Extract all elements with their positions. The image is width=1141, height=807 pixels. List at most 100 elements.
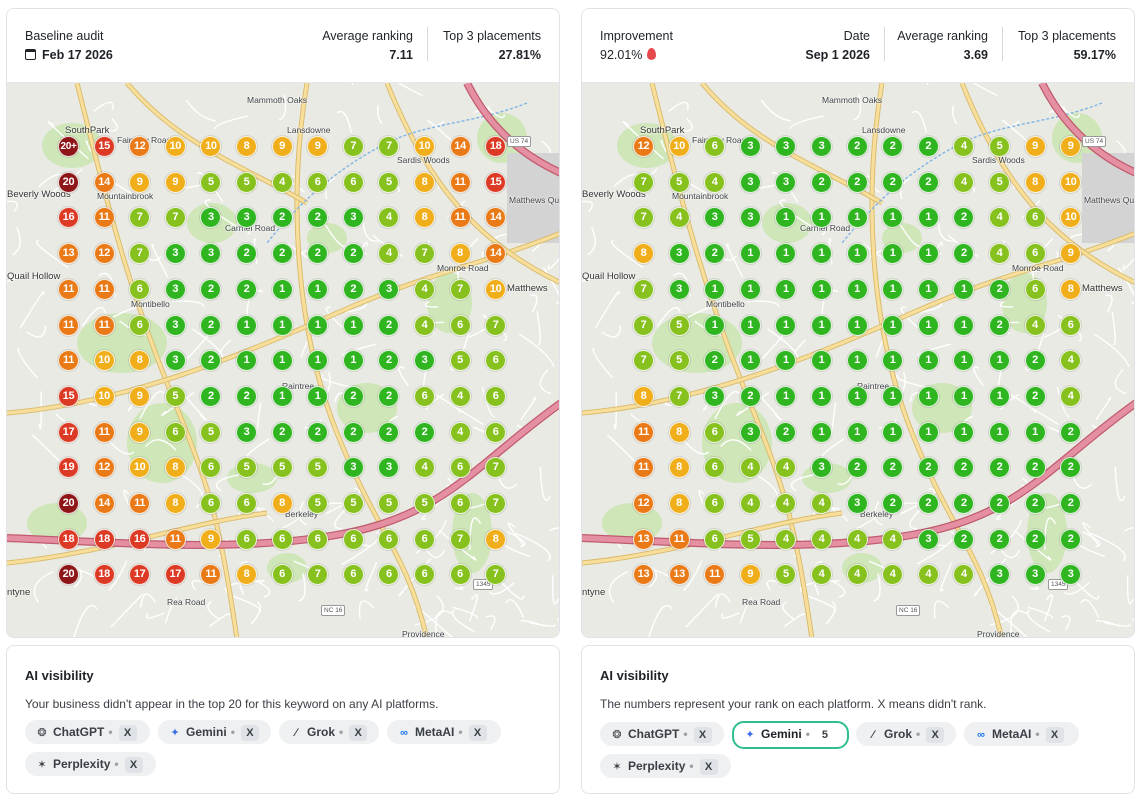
rank-marker[interactable]: 4 [704, 171, 726, 193]
rank-marker[interactable]: 7 [633, 350, 654, 372]
rank-marker[interactable]: 8 [668, 493, 690, 514]
rank-marker[interactable]: 12 [633, 136, 654, 157]
rank-marker[interactable]: 6 [704, 457, 726, 479]
rank-marker[interactable]: 6 [271, 528, 293, 550]
rank-marker[interactable]: 1 [846, 207, 868, 229]
rank-marker[interactable]: 9 [1024, 136, 1046, 157]
rank-marker[interactable]: 4 [953, 136, 975, 157]
rank-marker[interactable]: 4 [882, 564, 904, 586]
rank-marker[interactable]: 3 [811, 457, 832, 479]
rank-marker[interactable]: 8 [414, 207, 435, 229]
rank-marker[interactable]: 1 [917, 350, 939, 372]
rank-marker[interactable]: 2 [271, 243, 293, 265]
rank-marker[interactable]: 3 [200, 207, 222, 229]
rank-marker[interactable]: 10 [1060, 171, 1082, 193]
rank-marker[interactable]: 7 [485, 493, 507, 514]
rank-marker[interactable]: 11 [93, 207, 115, 229]
rank-marker[interactable]: 16 [129, 528, 151, 550]
current-rank-map[interactable]: SouthPark Beverly Woods Mountainbrook Quail… [582, 83, 1134, 637]
rank-marker[interactable]: 10 [93, 350, 115, 372]
rank-marker[interactable]: 7 [485, 457, 507, 479]
rank-marker[interactable]: 8 [271, 493, 293, 514]
ai-platform-chip-grok[interactable]: ∕ Grok • X [279, 720, 379, 744]
rank-marker[interactable]: 8 [485, 528, 507, 550]
rank-marker[interactable]: 1 [775, 278, 797, 300]
rank-marker[interactable]: 6 [414, 528, 435, 550]
rank-marker[interactable]: 3 [668, 243, 690, 265]
rank-marker[interactable]: 4 [846, 564, 868, 586]
rank-marker[interactable]: 11 [58, 314, 79, 336]
rank-marker[interactable]: 5 [200, 171, 222, 193]
rank-marker[interactable]: 9 [129, 171, 151, 193]
rank-marker[interactable]: 1 [953, 314, 975, 336]
rank-marker[interactable]: 1 [271, 385, 293, 407]
rank-marker[interactable]: 1 [704, 278, 726, 300]
rank-marker[interactable]: 7 [633, 278, 654, 300]
rank-marker[interactable]: 10 [129, 457, 151, 479]
rank-marker[interactable]: 6 [449, 314, 471, 336]
rank-marker[interactable]: 20+ [58, 136, 79, 157]
rank-marker[interactable]: 7 [378, 136, 400, 157]
rank-marker[interactable]: 1 [846, 243, 868, 265]
rank-marker[interactable]: 15 [93, 136, 115, 157]
rank-marker[interactable]: 1 [811, 350, 832, 372]
rank-marker[interactable]: 7 [414, 243, 435, 265]
rank-marker[interactable]: 9 [129, 421, 151, 443]
ai-platform-chip-metaai[interactable]: ∞ MetaAI • X [387, 720, 501, 744]
rank-marker[interactable]: 3 [1024, 564, 1046, 586]
rank-marker[interactable]: 5 [236, 457, 257, 479]
rank-marker[interactable]: 10 [668, 136, 690, 157]
rank-marker[interactable]: 1 [271, 278, 293, 300]
rank-marker[interactable]: 5 [378, 171, 400, 193]
rank-marker[interactable]: 18 [93, 528, 115, 550]
rank-marker[interactable]: 1 [236, 314, 257, 336]
rank-marker[interactable]: 2 [342, 421, 364, 443]
rank-marker[interactable]: 5 [236, 171, 257, 193]
rank-marker[interactable]: 2 [739, 385, 761, 407]
rank-marker[interactable]: 2 [953, 528, 975, 550]
rank-marker[interactable]: 8 [668, 457, 690, 479]
rank-marker[interactable]: 6 [449, 493, 471, 514]
rank-marker[interactable]: 2 [1024, 385, 1046, 407]
ai-platform-chip-chatgpt[interactable]: ❂ ChatGPT • X [600, 722, 724, 746]
rank-marker[interactable]: 1 [342, 350, 364, 372]
rank-marker[interactable]: 1 [882, 385, 904, 407]
rank-marker[interactable]: 5 [668, 350, 690, 372]
rank-marker[interactable]: 2 [953, 493, 975, 514]
rank-marker[interactable]: 2 [1024, 457, 1046, 479]
rank-marker[interactable]: 11 [93, 278, 115, 300]
rank-marker[interactable]: 2 [917, 171, 939, 193]
rank-marker[interactable]: 1 [342, 314, 364, 336]
rank-marker[interactable]: 7 [449, 528, 471, 550]
rank-marker[interactable]: 1 [846, 278, 868, 300]
rank-marker[interactable]: 11 [164, 528, 186, 550]
rank-marker[interactable]: 8 [449, 243, 471, 265]
rank-marker[interactable]: 1 [739, 243, 761, 265]
rank-marker[interactable]: 1 [917, 314, 939, 336]
rank-marker[interactable]: 10 [200, 136, 222, 157]
rank-marker[interactable]: 2 [1060, 493, 1082, 514]
rank-marker[interactable]: 8 [414, 171, 435, 193]
rank-marker[interactable]: 6 [271, 564, 293, 586]
rank-marker[interactable]: 2 [342, 385, 364, 407]
rank-marker[interactable]: 9 [200, 528, 222, 550]
rank-marker[interactable]: 2 [307, 243, 329, 265]
rank-marker[interactable]: 2 [1060, 528, 1082, 550]
rank-marker[interactable]: 4 [271, 171, 293, 193]
rank-marker[interactable]: 2 [342, 243, 364, 265]
rank-marker[interactable]: 8 [1024, 171, 1046, 193]
rank-marker[interactable]: 13 [668, 564, 690, 586]
rank-marker[interactable]: 3 [775, 171, 797, 193]
rank-marker[interactable]: 1 [271, 350, 293, 372]
rank-marker[interactable]: 3 [378, 457, 400, 479]
ai-platform-chip-gemini[interactable]: ✦ Gemini • X [158, 720, 271, 744]
rank-marker[interactable]: 6 [704, 136, 726, 157]
rank-marker[interactable]: 5 [775, 564, 797, 586]
rank-marker[interactable]: 6 [307, 528, 329, 550]
rank-marker[interactable]: 12 [93, 457, 115, 479]
rank-marker[interactable]: 3 [704, 385, 726, 407]
rank-marker[interactable]: 2 [882, 493, 904, 514]
rank-marker[interactable]: 1 [846, 385, 868, 407]
rank-marker[interactable]: 6 [307, 171, 329, 193]
rank-marker[interactable]: 6 [485, 385, 507, 407]
